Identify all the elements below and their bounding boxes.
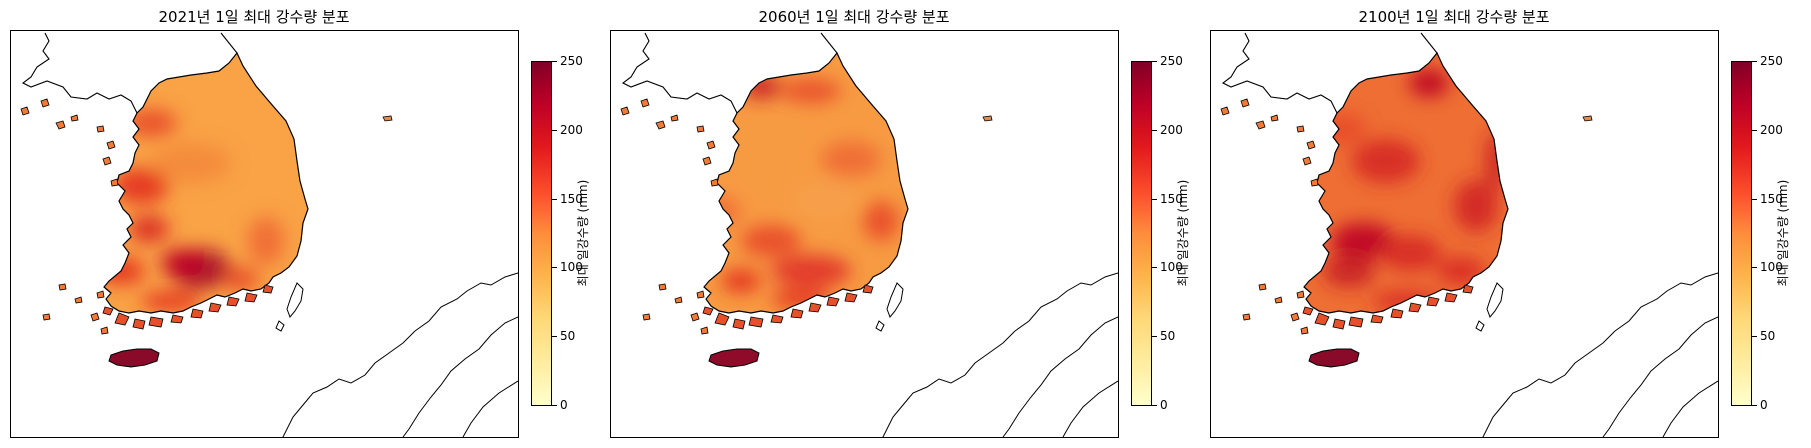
precipitation-hotspot xyxy=(141,291,201,311)
precipitation-hotspot xyxy=(704,197,741,225)
colorbar-tick-label: 150 xyxy=(1760,192,1783,206)
colorbar-label: 최대 일강수량 (mm) xyxy=(1176,179,1190,287)
map-frame xyxy=(10,30,519,438)
jeju-island xyxy=(108,348,160,368)
map-panel-2021: 2021년 1일 최대 강수량 분포 0 50 100 150 200 250 … xyxy=(0,0,600,448)
precipitation-hotspot xyxy=(223,267,259,291)
precipitation-hotspot xyxy=(248,217,284,265)
colorbar-label: 최대 일강수량 (mm) xyxy=(576,179,590,287)
precipitation-hotspot xyxy=(1352,139,1420,183)
colorbar xyxy=(531,61,552,406)
south-islands xyxy=(1302,284,1474,330)
jeju-island xyxy=(708,348,760,368)
precipitation-hotspot xyxy=(1381,235,1441,271)
precipitation-hotspot xyxy=(721,269,761,293)
japan-coastline xyxy=(1482,272,1718,437)
colorbar-tick-label: 100 xyxy=(1760,260,1783,274)
precipitation-hotspot xyxy=(1331,223,1395,259)
korea-coastline xyxy=(1303,51,1509,314)
colorbar-tick-label: 50 xyxy=(560,329,576,343)
precipitation-hotspot xyxy=(1486,131,1506,191)
precipitation-hotspot xyxy=(771,255,851,287)
precipitation-hotspot xyxy=(151,143,231,183)
map-title: 2060년 1일 최대 강수량 분포 xyxy=(758,8,950,26)
precipitation-map xyxy=(1220,32,1718,437)
precipitation-hotspot xyxy=(781,79,841,103)
japan-coastline xyxy=(882,272,1118,437)
colorbar-tick-label: 150 xyxy=(1160,192,1183,206)
precipitation-hotspot xyxy=(1323,255,1375,287)
south-islands xyxy=(702,284,874,330)
colorbar-tick-label: 250 xyxy=(1160,54,1183,68)
precipitation-hotspot xyxy=(1409,69,1449,97)
colorbar-tick-label: 200 xyxy=(1160,123,1183,137)
north-coastline xyxy=(21,32,238,114)
south-islands xyxy=(102,284,274,330)
jeju-island xyxy=(1308,348,1360,368)
map-panel-2100: 2100년 1일 최대 강수량 분포 0 50 100 150 200 250 … xyxy=(1200,0,1800,448)
tsushima-coastline xyxy=(875,282,904,332)
precipitation-hotspot xyxy=(741,75,781,99)
precipitation-hotspot xyxy=(129,215,169,243)
west-islands xyxy=(620,98,719,335)
colorbar-tick-label: 250 xyxy=(560,54,583,68)
precipitation-hotspot xyxy=(125,109,177,137)
north-coastline xyxy=(621,32,838,114)
colorbar-tick-label: 100 xyxy=(1160,260,1183,274)
colorbar-tick-label: 250 xyxy=(1760,54,1783,68)
map-frame xyxy=(610,30,1119,438)
precipitation-hotspot xyxy=(771,289,831,309)
map-frame xyxy=(1210,30,1719,438)
colorbar-tick-label: 100 xyxy=(560,260,583,274)
north-coastline xyxy=(1221,32,1438,114)
ulleungdo-island xyxy=(1582,115,1593,122)
ulleungdo-island xyxy=(982,115,993,122)
colorbar-label: 최대 일강수량 (mm) xyxy=(1776,179,1790,287)
korea-coastline xyxy=(103,51,309,314)
ulleungdo-island xyxy=(382,115,393,122)
colorbar-tick-label: 0 xyxy=(1760,398,1768,412)
colorbar-tick-label: 50 xyxy=(1160,329,1176,343)
precipitation-hotspot xyxy=(161,249,205,277)
map-title: 2100년 1일 최대 강수량 분포 xyxy=(1358,8,1550,26)
precipitation-hotspot xyxy=(741,225,801,257)
map-title: 2021년 1일 최대 강수량 분포 xyxy=(158,8,350,26)
precipitation-hotspot xyxy=(863,201,899,241)
precipitation-hotspot xyxy=(821,141,881,177)
colorbar-tick-label: 50 xyxy=(1760,329,1776,343)
precipitation-hotspot xyxy=(113,168,169,204)
precipitation-map xyxy=(20,32,518,437)
japan-coastline xyxy=(282,272,518,437)
tsushima-coastline xyxy=(1475,282,1504,332)
colorbar xyxy=(1731,61,1752,406)
precipitation-hotspot xyxy=(1454,180,1498,232)
precipitation-hotspot xyxy=(1315,113,1367,145)
west-islands xyxy=(1220,98,1319,335)
colorbar-tick-label: 0 xyxy=(560,398,568,412)
west-islands xyxy=(20,98,119,335)
precipitation-hotspot xyxy=(1437,257,1485,285)
korea-coastline xyxy=(703,51,909,314)
colorbar xyxy=(1131,61,1152,406)
colorbar-tick-label: 150 xyxy=(560,192,583,206)
map-panel-2060: 2060년 1일 최대 강수량 분포 0 50 100 150 200 250 … xyxy=(600,0,1200,448)
precipitation-hotspot xyxy=(792,183,860,219)
tsushima-coastline xyxy=(275,282,304,332)
precipitation-map xyxy=(620,32,1118,437)
colorbar-tick-label: 200 xyxy=(1760,123,1783,137)
colorbar-tick-label: 200 xyxy=(560,123,583,137)
colorbar-tick-label: 0 xyxy=(1160,398,1168,412)
